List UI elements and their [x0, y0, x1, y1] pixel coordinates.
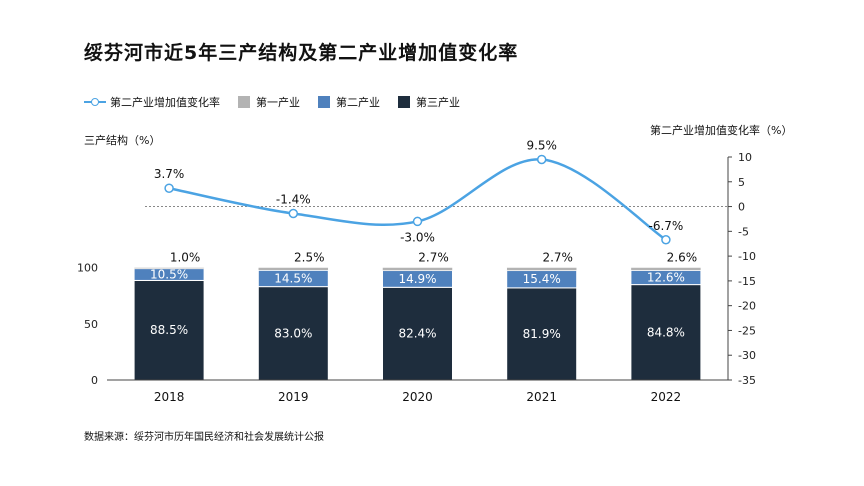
y2-tick-label: -30 — [738, 349, 756, 362]
legend-item-growth-rate: 第二产业增加值变化率 — [84, 94, 220, 110]
legend-swatch-secondary — [318, 96, 330, 108]
x-tick-label: 2018 — [154, 390, 185, 404]
y2-tick-label: 0 — [738, 201, 745, 214]
x-tick-label: 2021 — [526, 390, 557, 404]
legend-line-marker — [84, 96, 106, 108]
growth-rate-label: -6.7% — [648, 219, 683, 233]
legend-item-secondary: 第二产业 — [318, 94, 380, 110]
growth-rate-point — [164, 183, 174, 193]
legend-swatch-tertiary — [398, 96, 410, 108]
y2-tick-label: -20 — [738, 300, 756, 313]
data-label-tertiary: 84.8% — [647, 325, 685, 339]
right-axis-title: 第二产业增加值变化率（%） — [650, 124, 793, 137]
growth-rate-point — [536, 154, 547, 165]
bar-primary — [133, 267, 205, 269]
bar-primary — [630, 267, 702, 271]
bar-tertiary — [133, 279, 205, 381]
growth-rate-point — [412, 216, 423, 227]
legend-label-growth-rate: 第二产业增加值变化率 — [110, 96, 220, 109]
y2-tick-label: 5 — [738, 176, 745, 189]
data-label-secondary: 10.5% — [150, 268, 188, 282]
y2-tick-label: -10 — [738, 250, 756, 263]
growth-rate-point — [661, 235, 671, 245]
y-tick-label: 0 — [91, 374, 98, 387]
bar-tertiary — [506, 287, 578, 381]
data-label-tertiary: 88.5% — [150, 323, 188, 337]
source-note: 数据来源：绥芬河市历年国民经济和社会发展统计公报 — [84, 432, 324, 443]
bar-tertiary — [382, 286, 453, 381]
bar-tertiary — [257, 286, 329, 381]
bar-primary — [258, 267, 329, 271]
y2-tick-label: -5 — [738, 225, 749, 238]
x-tick-label: 2019 — [278, 390, 309, 404]
data-label-primary: 2.6% — [667, 251, 698, 265]
left-axis-title: 三产结构（%） — [84, 134, 161, 147]
legend-item-primary: 第一产业 — [238, 94, 300, 110]
x-tick-label: 2020 — [402, 390, 433, 404]
growth-rate-line — [168, 158, 667, 241]
data-label-secondary: 12.6% — [647, 271, 685, 285]
growth-rate-point — [288, 208, 299, 219]
growth-rate-label: -1.4% — [276, 192, 311, 206]
growth-rate-label: -3.0% — [400, 230, 435, 244]
y2-tick-label: -35 — [738, 374, 756, 387]
data-label-primary: 2.5% — [294, 251, 325, 265]
data-label-tertiary: 82.4% — [398, 327, 436, 341]
legend-item-tertiary: 第三产业 — [398, 94, 460, 110]
legend: 第二产业增加值变化率 第一产业 第二产业 第三产业 — [84, 92, 478, 112]
legend-label-primary: 第一产业 — [256, 96, 300, 109]
bar-primary — [506, 267, 577, 271]
x-tick-label: 2022 — [651, 390, 682, 404]
data-label-tertiary: 83.0% — [274, 326, 312, 340]
data-label-tertiary: 81.9% — [523, 327, 561, 341]
data-label-primary: 2.7% — [542, 251, 573, 265]
bar-primary — [382, 267, 453, 271]
legend-swatch-primary — [238, 96, 250, 108]
data-label-secondary: 15.4% — [523, 272, 561, 286]
y2-tick-label: -15 — [738, 275, 756, 288]
growth-rate-label: 3.7% — [154, 167, 185, 181]
chart-title: 绥芬河市近5年三产结构及第二产业增加值变化率 — [84, 42, 519, 64]
y-tick-label: 100 — [77, 262, 98, 275]
legend-label-secondary: 第二产业 — [336, 96, 380, 109]
data-label-primary: 2.7% — [418, 251, 449, 265]
y2-tick-label: -25 — [738, 324, 756, 337]
y2-tick-label: 10 — [738, 151, 752, 164]
y-tick-label: 50 — [84, 318, 98, 331]
legend-label-tertiary: 第三产业 — [416, 96, 460, 109]
growth-rate-label: 9.5% — [526, 138, 557, 152]
data-label-primary: 1.0% — [170, 251, 201, 265]
data-label-secondary: 14.9% — [398, 272, 436, 286]
data-label-secondary: 14.5% — [274, 271, 312, 285]
